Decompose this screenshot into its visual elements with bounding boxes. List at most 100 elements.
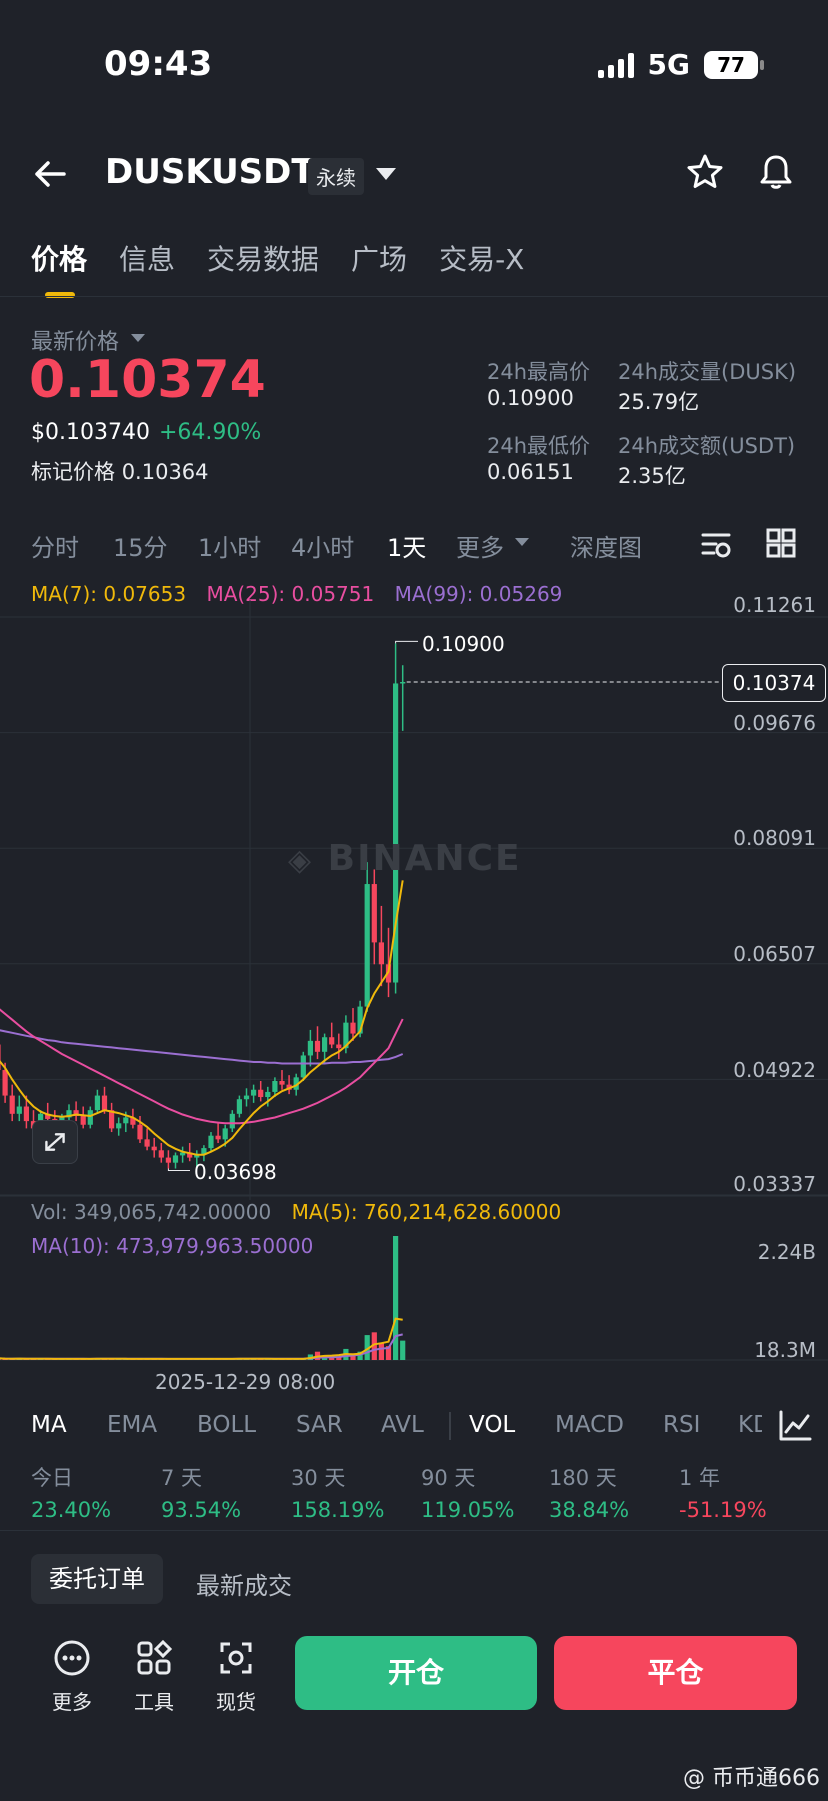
interval-4h[interactable]: 4小时	[291, 534, 355, 562]
performance-value: 119.05%	[421, 1498, 515, 1522]
indicator-sar[interactable]: SAR	[296, 1412, 343, 1438]
indicator-ema[interactable]: EMA	[107, 1412, 158, 1438]
caret-down-icon[interactable]	[515, 538, 529, 546]
indicator-vol[interactable]: VOL	[469, 1412, 516, 1438]
volume-bar	[400, 1340, 406, 1360]
volume-value: 25.79亿	[618, 390, 700, 414]
tab-trading-data[interactable]: 交易数据	[207, 243, 320, 276]
interval-1d[interactable]: 1天	[387, 534, 427, 562]
ma25-legend: MA(25): 0.05751	[206, 582, 375, 606]
interval-1h[interactable]: 1小时	[198, 534, 262, 562]
low-marker-line	[167, 1168, 190, 1172]
interval-depth[interactable]: 深度图	[570, 534, 642, 562]
candle-body	[109, 1110, 115, 1129]
open-position-button[interactable]: 开仓	[295, 1636, 537, 1710]
candle-body	[251, 1089, 257, 1096]
candle-body	[9, 1095, 15, 1114]
candle-body	[73, 1110, 79, 1117]
candle-body	[265, 1091, 271, 1098]
pair-title[interactable]: DUSKUSDT	[105, 152, 315, 192]
close-position-button[interactable]: 平仓	[554, 1636, 797, 1710]
tab-square[interactable]: 广场	[351, 243, 408, 276]
tab-price[interactable]: 价格	[31, 238, 87, 298]
binance-watermark: ◈ BINANCE	[288, 838, 522, 879]
interval-15m[interactable]: 15分	[113, 534, 168, 562]
caret-down-icon[interactable]	[131, 334, 145, 342]
indicator-rsi[interactable]: RSI	[663, 1412, 701, 1438]
section-divider	[0, 1530, 828, 1531]
chevron-down-icon[interactable]	[376, 168, 396, 180]
high-marker: 0.10900	[422, 632, 505, 656]
candle-body	[293, 1077, 299, 1090]
tab-trade-x[interactable]: 交易-X	[439, 243, 525, 276]
spot-button[interactable]: 现货	[206, 1638, 266, 1715]
volume-chart[interactable]	[0, 1222, 828, 1362]
indicator-kdj[interactable]: KD	[738, 1412, 762, 1438]
tab-info[interactable]: 信息	[119, 243, 176, 276]
candle-body	[151, 1146, 157, 1151]
candle-body	[336, 1044, 342, 1049]
indicator-macd[interactable]: MACD	[555, 1412, 624, 1438]
candle-body	[350, 1022, 356, 1034]
mark-price: 标记价格 0.10364	[31, 460, 209, 484]
volume-legend: Vol: 349,065,742.00000 MA(5): 760,214,62…	[31, 1200, 561, 1224]
candle-body	[87, 1110, 93, 1125]
network-type: 5G	[647, 48, 690, 81]
candlestick-chart[interactable]	[0, 600, 828, 1200]
volume-bar	[336, 1356, 342, 1360]
candle-body	[23, 1106, 29, 1122]
signal-icon	[597, 52, 634, 78]
tools-button[interactable]: 工具	[124, 1638, 184, 1715]
candle-body	[101, 1095, 108, 1111]
candle-body	[94, 1095, 100, 1111]
interval-more[interactable]: 更多	[456, 534, 504, 562]
back-arrow-icon[interactable]	[30, 154, 70, 194]
candle-body	[364, 884, 370, 1007]
candle-body	[236, 1099, 242, 1114]
header: DUSKUSDT 永续	[0, 140, 828, 210]
ma7-legend: MA(7): 0.07653	[31, 582, 187, 606]
bell-icon[interactable]	[756, 152, 796, 192]
performance-period: 1 年	[679, 1466, 721, 1490]
y-tick: 0.09676	[733, 711, 816, 735]
candle-body	[2, 1070, 8, 1096]
indicator-settings-icon[interactable]	[778, 1410, 812, 1442]
volume-bar	[329, 1357, 335, 1360]
candle-body	[258, 1089, 264, 1098]
candle-body	[165, 1157, 171, 1163]
tools-icon	[137, 1639, 173, 1675]
contract-type-badge: 永续	[308, 158, 364, 195]
ma-legend: MA(7): 0.07653 MA(25): 0.05751 MA(99): 0…	[31, 582, 562, 606]
expand-icon[interactable]	[32, 1120, 78, 1164]
star-icon[interactable]	[685, 152, 725, 192]
tab-open-orders[interactable]: 委托订单	[31, 1554, 163, 1604]
ma25-line	[0, 1008, 404, 1125]
last-price-label[interactable]: 最新价格	[31, 330, 120, 355]
candle-body	[286, 1084, 292, 1090]
amount-label: 24h成交额(USDT)	[618, 434, 796, 458]
more-dots-icon	[54, 1640, 90, 1676]
candle-body	[322, 1037, 328, 1052]
volume-bar	[357, 1351, 363, 1360]
volume-label: 24h成交量(DUSK)	[618, 360, 797, 384]
tabs-divider	[0, 296, 828, 297]
more-button[interactable]: 更多	[42, 1638, 102, 1715]
low-label: 24h最低价	[487, 434, 591, 458]
tab-latest-trades[interactable]: 最新成交	[196, 1572, 292, 1600]
candle-body	[208, 1135, 214, 1149]
volume-bar	[371, 1332, 377, 1360]
candle-body	[400, 681, 406, 684]
usd-price: $0.103740	[31, 420, 150, 445]
candle-body	[16, 1106, 22, 1114]
indicator-boll[interactable]: BOLL	[197, 1412, 257, 1438]
performance-period: 7 天	[161, 1466, 203, 1490]
chart-settings-icon[interactable]	[700, 528, 732, 560]
ma99-line	[0, 1029, 404, 1065]
ma5-legend: MA(5): 760,214,628.60000	[291, 1200, 562, 1224]
grid-layout-icon[interactable]	[766, 528, 796, 558]
interval-line[interactable]: 分时	[31, 534, 79, 562]
performance-period: 90 天	[421, 1466, 476, 1490]
indicator-avl[interactable]: AVL	[381, 1412, 424, 1438]
y-tick: 0.04922	[733, 1058, 816, 1082]
indicator-ma[interactable]: MA	[31, 1412, 67, 1438]
